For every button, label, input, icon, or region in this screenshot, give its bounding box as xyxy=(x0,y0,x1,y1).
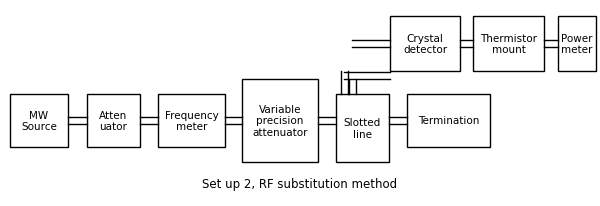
Text: Power
meter: Power meter xyxy=(561,34,593,55)
Text: Atten
uator: Atten uator xyxy=(100,110,128,132)
Text: Slotted
line: Slotted line xyxy=(344,118,381,139)
Text: Set up 2, RF substitution method: Set up 2, RF substitution method xyxy=(202,178,398,191)
Bar xyxy=(473,17,544,72)
Bar xyxy=(407,95,490,147)
Text: Frequency
meter: Frequency meter xyxy=(164,110,218,132)
Bar xyxy=(158,95,225,147)
Bar xyxy=(87,95,140,147)
Bar xyxy=(336,95,389,162)
Bar xyxy=(390,17,460,72)
Bar xyxy=(10,95,68,147)
Text: Crystal
detector: Crystal detector xyxy=(403,34,447,55)
Text: Termination: Termination xyxy=(418,116,479,126)
Text: Thermistor
mount: Thermistor mount xyxy=(480,34,537,55)
Bar xyxy=(242,80,318,162)
Text: Variable
precision
attenuator: Variable precision attenuator xyxy=(252,104,308,137)
Bar xyxy=(558,17,596,72)
Text: MW
Source: MW Source xyxy=(21,110,57,132)
